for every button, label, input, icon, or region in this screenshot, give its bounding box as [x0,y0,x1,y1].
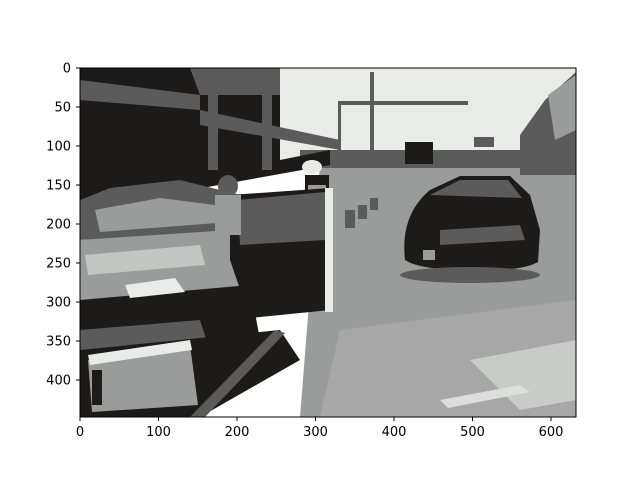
officer-cap [302,160,322,174]
door-frame [325,188,333,312]
y-tick-label: 150 [46,179,71,194]
dark-car-plate [423,250,435,260]
tow-handle [92,370,102,405]
crane-jib [340,101,468,105]
y-tick-label: 300 [46,296,71,311]
x-axis: 0 100 200 300 400 500 600 [76,417,564,440]
tow-bed-box-top [88,340,192,365]
dark-car-shadow [400,267,540,283]
x-tick: 200 [225,417,250,440]
y-tick: 250 [46,257,80,272]
x-tick: 400 [382,417,407,440]
x-tick-label: 400 [382,425,407,440]
x-tick: 300 [303,417,328,440]
distant-car [488,150,528,168]
y-tick: 0 [63,62,80,77]
traffic-cone [370,198,378,210]
dark-car-highlight [440,225,525,245]
right-trees-light [548,75,576,140]
y-tick: 50 [54,101,80,116]
x-tick-label: 600 [539,425,564,440]
wreck-roof-light [95,198,230,232]
open-door-window [238,192,325,245]
x-tick-label: 100 [146,425,171,440]
tow-bed-box [88,345,198,412]
person-body [215,195,241,235]
y-tick: 300 [46,296,80,311]
road-lane-mark [440,385,530,408]
y-tick-label: 50 [54,101,71,116]
y-tick: 200 [46,218,80,233]
x-tick-label: 300 [303,425,328,440]
bridge-pillar [208,70,218,170]
y-tick: 100 [46,140,80,155]
y-tick: 150 [46,179,80,194]
traffic-cone [358,205,367,219]
x-tick-label: 0 [76,425,84,440]
x-tick: 600 [539,417,564,440]
x-tick: 500 [460,417,485,440]
y-tick: 400 [46,374,80,389]
x-tick: 100 [146,417,171,440]
x-tick: 0 [76,417,84,440]
wreck-headlight [125,278,185,298]
wreck-hood-highlight [85,245,205,275]
x-tick-label: 500 [460,425,485,440]
y-tick-label: 350 [46,335,71,350]
person-head [218,175,238,197]
bridge-pillar-2 [262,80,272,170]
photo-image [80,68,576,417]
axes-frame [79,67,577,418]
distant-truck [405,142,433,164]
y-tick-label: 250 [46,257,71,272]
dark-car-body [404,176,540,271]
tow-ramp [190,330,285,417]
crane-pole [338,101,341,156]
y-tick-label: 0 [63,62,71,77]
distant-sign [474,137,494,147]
y-tick-label: 100 [46,140,71,155]
crane-mast [370,72,374,157]
y-axis: 0 50 100 150 200 250 300 350 [46,62,80,389]
y-tick-label: 400 [46,374,71,389]
traffic-cone [345,210,355,228]
dark-car-windshield [430,180,522,198]
x-tick-label: 200 [225,425,250,440]
y-tick: 350 [46,335,80,350]
y-tick-label: 200 [46,218,71,233]
left-upper-beam [80,80,200,110]
road-light-streak [470,340,576,410]
